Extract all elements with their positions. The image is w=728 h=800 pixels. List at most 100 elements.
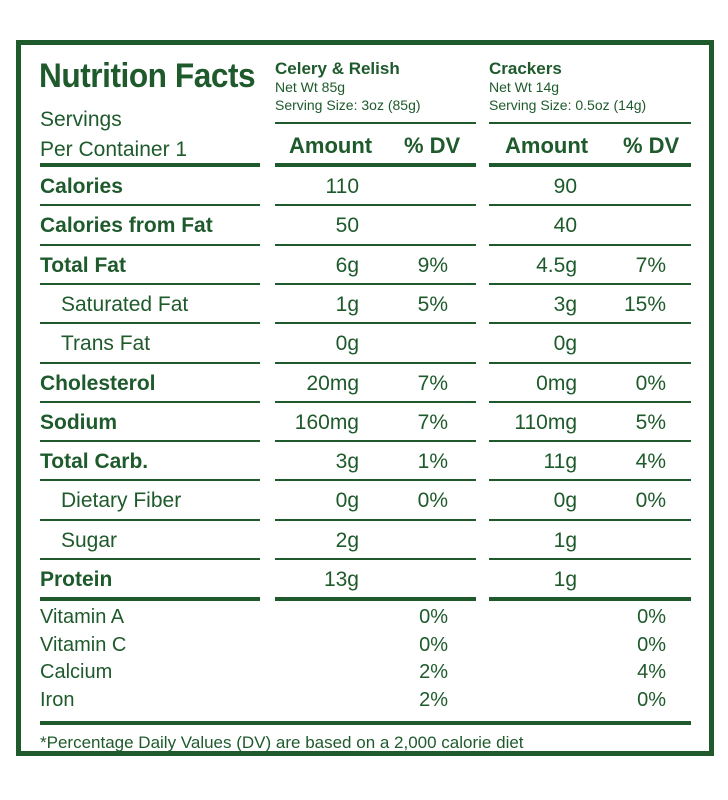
row-rule [40, 322, 260, 325]
nutrient-label: Total Fat [40, 253, 126, 277]
vitamin-value-p1-dv: 0% [419, 633, 448, 656]
vitamin-value-p2-dv: 0% [637, 688, 666, 711]
row-rule [489, 204, 691, 207]
product-1-dv-header: % DV [404, 133, 461, 158]
row-rule [275, 479, 476, 482]
nutrient-value-p1-amount: 0g [335, 332, 359, 356]
product-1-serving-size: Serving Size: 3oz (85g) [275, 97, 421, 113]
product-2-serving-size: Serving Size: 0.5oz (14g) [489, 97, 647, 113]
vitamin-label: Vitamin A [40, 606, 125, 628]
row-rule [489, 558, 691, 560]
header-thick-rule-p2 [489, 163, 691, 167]
label-title: Nutrition Facts [39, 57, 256, 95]
footnote: *Percentage Daily Values (DV) are based … [40, 733, 524, 752]
nutrient-value-p2-amount: 1g [553, 568, 577, 591]
nutrient-value-p1-dv: 9% [417, 253, 448, 277]
product-2-amount-header: Amount [505, 133, 589, 158]
row-rule [275, 204, 476, 207]
nutrient-value-p1-amount: 50 [335, 214, 359, 238]
vitamin-label: Iron [40, 688, 75, 711]
nutrient-value-p2-dv: 7% [635, 253, 666, 277]
nutrient-value-p2-dv: 15% [623, 292, 666, 316]
product-2-name: Crackers [489, 59, 562, 78]
nutrient-value-p1-dv: 7% [417, 371, 448, 395]
nutrient-value-p1-amount: 2g [335, 528, 359, 552]
row-rule [489, 597, 691, 602]
nutrient-label: Saturated Fat [61, 292, 189, 316]
nutrient-label: Calories from Fat [40, 214, 213, 238]
row-rule [275, 597, 476, 602]
nutrient-value-p2-amount: 110mg [514, 410, 577, 434]
vitamin-label: Vitamin C [40, 633, 127, 656]
row-rule [275, 440, 476, 443]
product-1-name: Celery & Relish [275, 59, 400, 78]
nutrient-value-p1-amount: 0g [335, 489, 359, 513]
row-rule [489, 361, 691, 364]
header-thick-rule-left [40, 163, 260, 167]
footnote-rule [40, 721, 691, 725]
row-rule [489, 400, 691, 403]
product-1-amount-header: Amount [289, 133, 373, 158]
row-rule [275, 322, 476, 325]
row-rule [489, 243, 691, 246]
nutrient-value-p2-amount: 0g [553, 332, 577, 356]
nutrient-value-p1-dv: 1% [417, 450, 448, 474]
nutrient-value-p1-amount: 110 [325, 175, 359, 198]
row-rule [489, 322, 691, 325]
row-rule [40, 518, 260, 521]
nutrient-value-p2-dv: 0% [635, 489, 666, 513]
row-rule [40, 597, 260, 602]
servings-label: Servings [40, 108, 122, 131]
product-2-dv-header: % DV [623, 133, 680, 158]
product-1-net-wt: Net Wt 85g [275, 79, 346, 95]
vitamin-value-p1-dv: 2% [419, 661, 448, 683]
row-rule [40, 243, 260, 246]
nutrient-label: Protein [40, 568, 113, 591]
row-rule [40, 361, 260, 364]
row-rule [275, 361, 476, 364]
row-rule [489, 518, 691, 521]
row-rule [489, 440, 691, 443]
row-rule [489, 479, 691, 482]
row-rule [275, 243, 476, 246]
row-rule [40, 282, 260, 285]
product-2-net-wt: Net Wt 14g [489, 79, 560, 95]
row-rule [40, 479, 260, 482]
nutrient-value-p1-amount: 3g [335, 450, 359, 474]
nutrient-label: Calories [40, 175, 123, 198]
vitamin-value-p1-dv: 2% [419, 688, 448, 711]
nutrition-facts-panel: Nutrition Facts Servings Per Container 1… [16, 40, 714, 756]
row-rule [275, 282, 476, 285]
nutrient-value-p1-amount: 1g [335, 292, 359, 316]
header-thick-rule-p1 [275, 163, 476, 167]
nutrient-value-p2-amount: 4.5g [536, 253, 577, 277]
nutrient-value-p1-dv: 0% [417, 489, 448, 513]
nutrient-label: Total Carb. [40, 450, 149, 474]
row-rule [275, 518, 476, 521]
nutrient-value-p1-dv: 5% [417, 292, 448, 316]
nutrient-value-p2-amount: 11g [543, 450, 577, 474]
row-rule [275, 558, 476, 560]
row-rule [40, 440, 260, 443]
row-rule [40, 558, 260, 560]
row-rule [40, 400, 260, 403]
vitamin-label: Calcium [40, 661, 113, 683]
nutrient-value-p1-dv: 7% [417, 410, 448, 434]
servings-per-container: Per Container 1 [40, 138, 188, 161]
nutrient-value-p1-amount: 20mg [306, 371, 359, 395]
nutrient-value-p2-dv: 0% [635, 371, 666, 395]
vitamin-value-p2-dv: 4% [637, 661, 666, 683]
nutrient-label: Trans Fat [61, 332, 151, 356]
nutrient-value-p1-amount: 13g [323, 568, 359, 591]
nutrient-label: Dietary Fiber [61, 489, 182, 513]
nutrient-value-p2-amount: 0g [553, 489, 577, 513]
vitamin-value-p2-dv: 0% [637, 633, 666, 656]
nutrient-value-p2-dv: 4% [635, 450, 666, 474]
vitamin-value-p2-dv: 0% [637, 606, 666, 628]
nutrient-value-p2-amount: 1g [553, 528, 577, 552]
nutrient-value-p2-amount: 0mg [536, 371, 577, 395]
row-rule [40, 204, 260, 207]
nutrient-value-p1-amount: 160mg [294, 410, 359, 434]
vitamin-value-p1-dv: 0% [419, 606, 448, 628]
nutrient-label: Cholesterol [40, 371, 156, 395]
